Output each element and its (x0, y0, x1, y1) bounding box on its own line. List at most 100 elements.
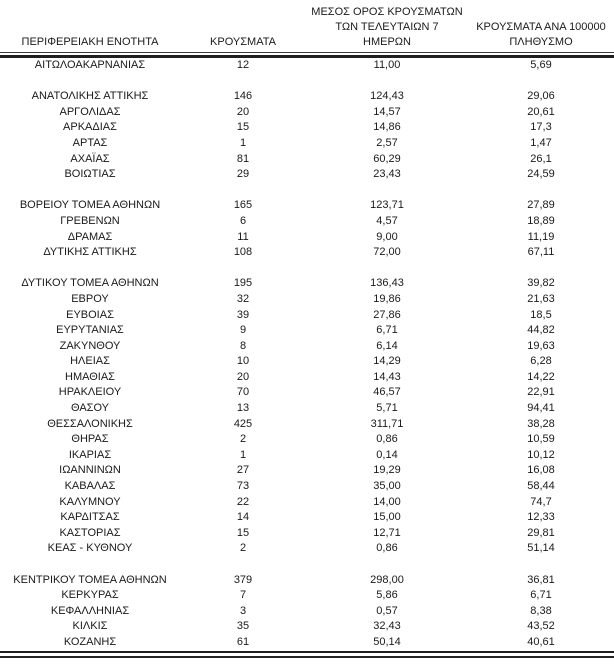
cases-cell: 11 (237, 230, 249, 243)
table-footer (0, 650, 614, 659)
per100k-cell: 20,61 (527, 105, 555, 118)
region-cell: ΚΕΑΣ - ΚΥΘΝΟΥ (47, 542, 133, 555)
region-cell: ΚΕΡΚΥΡΑΣ (61, 589, 119, 602)
table-row: ΘΕΣΣΑΛΟΝΙΚΗΣ 425 311,71 38,28 (0, 417, 614, 433)
table-row: ΙΚΑΡΙΑΣ 1 0,14 10,12 (0, 448, 614, 464)
cases-cell: 32 (236, 292, 250, 305)
cases-cell: 146 (233, 90, 253, 103)
per100k-cell: 5,69 (530, 59, 552, 71)
cases-cell: 39 (236, 308, 250, 321)
table-row: ΚΕΦΑΛΛΗΝΙΑΣ 3 0,57 8,38 (0, 604, 614, 620)
region-cell: ΚΑΒΑΛΑΣ (64, 480, 116, 493)
avg7-cell: 14,00 (373, 495, 401, 508)
per100k-cell: 40,61 (527, 635, 555, 648)
bottom-rule-first-line (0, 650, 614, 657)
avg7-cell: 6,71 (376, 324, 398, 337)
table-row: ΑΡΤΑΣ 1 2,57 1,47 (0, 136, 614, 152)
col-header-avg7: ΜΕΣΟΣ ΟΡΟΣ ΚΡΟΥΣΜΑΤΩΝ ΤΩΝ ΤΕΛΕΥΤΑΙΩΝ 7 Η… (306, 5, 468, 53)
per100k-cell: 26,1 (530, 152, 552, 165)
avg7-cell: 12,71 (373, 526, 401, 539)
table-row: ΑΡΓΟΛΙΔΑΣ 20 14,57 20,61 (0, 105, 614, 121)
region-cell: ΚΕΦΑΛΛΗΝΙΑΣ (50, 604, 130, 617)
per100k-cell: 18,5 (530, 308, 552, 321)
avg7-cell: 14,43 (373, 370, 401, 383)
region-cell: ΑΡΚΑΔΙΑΣ (63, 121, 117, 134)
cases-cell: 3 (239, 604, 247, 617)
table-body: ΑΙΤΩΛΟΑΚΑΡΝΑΝΙΑΣ 12 11,00 5,69 ΑΝΑΤΟΛΙΚΗΣ ΑΤ… (0, 57, 614, 652)
per100k-cell: 6,28 (530, 355, 552, 368)
avg7-cell: 50,14 (373, 635, 401, 648)
per100k-cell: 21,63 (527, 292, 555, 305)
region-cell: ΚΑΡΔΙΤΣΑΣ (60, 511, 120, 524)
cases-cell: 29 (236, 168, 250, 181)
per100k-cell: 29,06 (527, 90, 555, 103)
table-row: ΚΑΒΑΛΑΣ 73 35,00 58,44 (0, 479, 614, 495)
region-cell: ΚΑΛΥΜΝΟΥ (59, 495, 121, 508)
cases-cell: 379 (233, 573, 253, 586)
col-header-avg7-line2: ΤΩΝ ΤΕΛΕΥΤΑΙΩΝ 7 (335, 21, 439, 33)
per100k-cell: 24,59 (527, 168, 555, 181)
cases-cell: 12 (236, 59, 250, 71)
cases-cell: 6 (239, 214, 247, 227)
avg7-cell: 14,86 (373, 121, 401, 134)
header-rule (0, 52, 614, 58)
per100k-cell: 1,47 (530, 136, 552, 149)
region-cell: ΕΥΒΟΙΑΣ (66, 308, 114, 321)
table-row: ΚΕΝΤΡΙΚΟΥ ΤΟΜΕΑ ΑΘΗΝΩΝ 379 298,00 36,81 (0, 573, 614, 589)
region-cell: ΔΥΤΙΚΗΣ ΑΤΤΙΚΗΣ (43, 246, 137, 259)
per100k-cell: 58,44 (527, 480, 555, 493)
region-cell: ΙΚΑΡΙΑΣ (68, 448, 112, 461)
avg7-cell: 6,14 (376, 339, 398, 352)
avg7-cell: 4,57 (376, 214, 398, 227)
cases-cell: 2 (239, 542, 247, 555)
cases-cell: 81 (236, 152, 250, 165)
per100k-cell: 44,82 (527, 324, 555, 337)
cases-cell: 15 (236, 526, 250, 539)
per100k-cell: 67,11 (527, 246, 555, 259)
per100k-cell: 18,89 (527, 214, 555, 227)
cases-cell: 61 (236, 635, 250, 648)
region-cell: ΑΡΓΟΛΙΔΑΣ (59, 105, 121, 118)
avg7-cell: 9,00 (376, 230, 398, 243)
avg7-cell: 11,00 (373, 59, 401, 71)
avg7-cell: 46,57 (373, 386, 401, 399)
cases-cell: 1 (239, 448, 247, 461)
table-row: ΑΝΑΤΟΛΙΚΗΣ ΑΤΤΙΚΗΣ 146 124,43 29,06 (0, 89, 614, 105)
table-row: ΔΥΤΙΚΟΥ ΤΟΜΕΑ ΑΘΗΝΩΝ 195 136,43 39,82 (0, 276, 614, 292)
per100k-cell: 36,81 (527, 573, 555, 586)
region-cell: ΑΝΑΤΟΛΙΚΗΣ ΑΤΤΙΚΗΣ (31, 90, 149, 103)
cases-cell: 195 (233, 277, 253, 290)
header-rule-line (0, 52, 614, 58)
cases-cell: 70 (236, 386, 250, 399)
cases-cell: 73 (236, 480, 250, 493)
cases-cell: 1 (239, 136, 247, 149)
region-cell: ΓΡΕΒΕΝΩΝ (60, 214, 120, 227)
avg7-cell: 72,00 (373, 246, 401, 259)
col-header-avg7-line1: ΜΕΣΟΣ ΟΡΟΣ ΚΡΟΥΣΜΑΤΩΝ (311, 6, 463, 18)
col-header-per100k: ΚΡΟΥΣΜΑΤΑ ΑΝΑ 100000 ΠΛΗΘΥΣΜΟ (468, 5, 614, 53)
cases-cell: 425 (233, 417, 253, 430)
avg7-cell: 35,00 (373, 480, 401, 493)
group-spacer (0, 557, 614, 573)
region-cell: ΔΡΑΜΑΣ (67, 230, 113, 243)
table-row: ΕΥΡΥΤΑΝΙΑΣ 9 6,71 44,82 (0, 323, 614, 339)
cases-cell: 20 (236, 105, 250, 118)
avg7-cell: 2,57 (376, 136, 398, 149)
header-row: ΠΕΡΙΦΕΡΕΙΑΚΗ ΕΝΟΤΗΤΑ ΚΡΟΥΣΜΑΤΑ ΜΕΣΟΣ ΟΡΟ… (0, 5, 614, 53)
per100k-cell: 19,63 (527, 339, 555, 352)
avg7-cell: 27,86 (373, 308, 401, 321)
region-cell: ΕΒΡΟΥ (71, 292, 109, 305)
per100k-cell: 17,3 (530, 121, 552, 134)
region-cell: ΚΟΖΑΝΗΣ (63, 635, 117, 648)
per100k-cell: 6,71 (530, 589, 552, 602)
region-cell: ΒΟΡΕΙΟΥ ΤΟΜΕΑ ΑΘΗΝΩΝ (19, 199, 161, 212)
table-row: ΗΛΕΙΑΣ 10 14,29 6,28 (0, 354, 614, 370)
per100k-cell: 8,38 (530, 604, 552, 617)
per100k-cell: 29,81 (527, 526, 555, 539)
col-header-region: ΠΕΡΙΦΕΡΕΙΑΚΗ ΕΝΟΤΗΤΑ (0, 5, 180, 53)
avg7-cell: 0,14 (376, 448, 398, 461)
cases-cell: 2 (239, 433, 247, 446)
region-cell: ΔΥΤΙΚΟΥ ΤΟΜΕΑ ΑΘΗΝΩΝ (21, 277, 159, 290)
region-cell: ΚΑΣΤΟΡΙΑΣ (59, 526, 121, 539)
avg7-cell: 124,43 (370, 90, 404, 103)
